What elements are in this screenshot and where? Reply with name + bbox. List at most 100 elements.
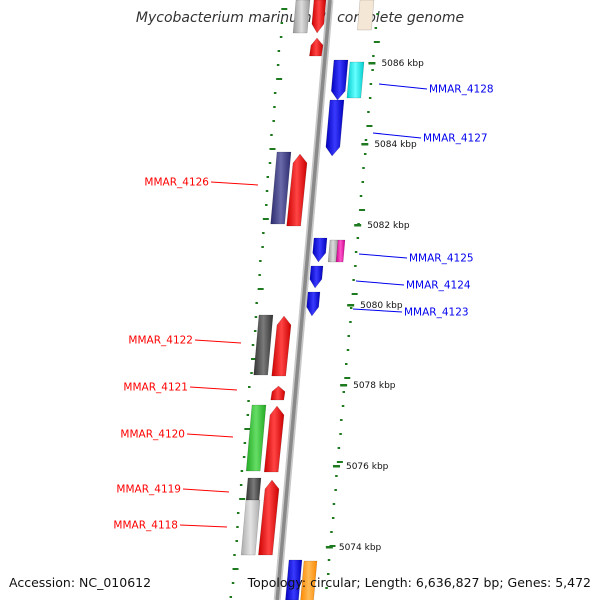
- gene-arrow-red-reverse: [311, 0, 327, 34]
- gc-dot: [247, 400, 250, 402]
- gene-block-light-4118: [240, 499, 261, 556]
- kbp-ticks: 5086 kbp 5084 kbp 5082 kbp 5080 kbp 5078 kbp…: [325, 59, 424, 553]
- gene-label[interactable]: MMAR_4123: [404, 307, 469, 319]
- kbp-tick-mark: [347, 304, 355, 307]
- gene-label[interactable]: MMAR_4126: [144, 177, 209, 189]
- gene-arrow-blue-4124: [309, 265, 324, 289]
- gene-label[interactable]: MMAR_4121: [123, 382, 188, 394]
- gc-dot: [273, 92, 277, 94]
- gc-dot: [349, 307, 353, 309]
- gc-dot: [272, 120, 275, 122]
- gc-dot: [276, 78, 283, 80]
- gene-block-cyan: [346, 61, 365, 99]
- kbp-tick-label: 5078 kbp: [353, 381, 396, 391]
- gc-dot: [250, 372, 253, 374]
- accession-text: Accession: NC_010612: [9, 575, 152, 590]
- gene-label-leader: [182, 488, 230, 493]
- gc-dot: [248, 386, 251, 388]
- gene-arrow-red-4126: [286, 153, 308, 227]
- gene-label[interactable]: MMAR_4128: [429, 84, 494, 96]
- gc-dot: [281, 8, 288, 10]
- gene-label-leader: [189, 386, 238, 391]
- gc-dot: [246, 414, 250, 416]
- gc-dot: [236, 512, 240, 514]
- gc-dot: [336, 461, 343, 463]
- gc-dot: [351, 293, 358, 295]
- gc-dot: [257, 288, 264, 290]
- gene-label-leader: [358, 253, 408, 259]
- gene-arrow-red-4120: [263, 405, 285, 473]
- gene-block-blue-bottom: [285, 559, 303, 600]
- gene-labels: MMAR_4126 MMAR_4122 MMAR_4121 MMAR_4120 MMAR…: [113, 84, 493, 532]
- gc-dot: [258, 274, 261, 276]
- kbp-tick-label: 5082 kbp: [367, 221, 410, 231]
- gc-dot: [255, 302, 258, 304]
- gene-arrow-blue-4128: [331, 59, 349, 101]
- kbp-tick-label: 5080 kbp: [360, 301, 403, 311]
- gc-dot: [265, 190, 269, 192]
- gc-dot: [259, 260, 262, 262]
- gene-label-leader: [210, 181, 259, 186]
- gc-dot: [240, 470, 244, 472]
- kbp-tick-label: 5074 kbp: [339, 543, 382, 553]
- gc-dot: [261, 246, 264, 248]
- gc-dot: [232, 568, 239, 570]
- gc-dot: [231, 582, 235, 584]
- gc-dot: [364, 139, 368, 141]
- gc-dot: [331, 517, 335, 519]
- gc-dot: [242, 456, 246, 458]
- gene-block-green-4120: [245, 404, 267, 472]
- gc-dot: [268, 162, 272, 164]
- gene-label-leader: [194, 339, 242, 344]
- gc-dot: [254, 316, 258, 318]
- gc-dot: [344, 363, 348, 365]
- gc-dot: [337, 447, 341, 449]
- gc-dot: [332, 503, 336, 505]
- gc-dot: [334, 489, 337, 491]
- gc-dot: [376, 13, 379, 15]
- gc-dot: [251, 344, 255, 346]
- gc-dot: [367, 111, 370, 113]
- gene-label[interactable]: MMAR_4118: [113, 520, 178, 532]
- topology-text: Topology: circular; Length: 6,636,827 bp…: [247, 575, 591, 590]
- gc-dot: [250, 358, 257, 360]
- gene-label[interactable]: MMAR_4125: [409, 253, 474, 265]
- gc-dot: [359, 195, 363, 197]
- gene-label[interactable]: MMAR_4120: [120, 429, 185, 441]
- kbp-tick-mark: [325, 546, 333, 549]
- kbp-tick-mark: [354, 224, 362, 227]
- gc-dot: [243, 442, 247, 444]
- gc-dot: [279, 36, 283, 38]
- gc-dot: [373, 41, 380, 43]
- gc-dot: [262, 232, 265, 234]
- gc-dot: [269, 148, 276, 150]
- gene-label[interactable]: MMAR_4122: [128, 335, 193, 347]
- gc-dot: [335, 475, 338, 477]
- gene-arrow-blue-4123: [306, 291, 321, 317]
- gc-dot: [368, 97, 372, 99]
- gc-dot: [277, 50, 281, 52]
- gene-label-leader: [186, 433, 234, 438]
- gc-dot: [352, 279, 355, 281]
- gene-label[interactable]: MMAR_4127: [423, 133, 488, 145]
- gc-dot: [265, 204, 268, 206]
- gc-dot: [262, 218, 269, 220]
- gc-dot: [339, 433, 342, 435]
- gene-label[interactable]: MMAR_4119: [116, 484, 181, 496]
- gc-dot: [359, 209, 366, 211]
- gc-dot: [235, 540, 238, 542]
- gene-label[interactable]: MMAR_4124: [406, 280, 471, 292]
- gene-block-dark-4119: [245, 477, 262, 501]
- gc-dot: [327, 573, 330, 575]
- gc-dot: [362, 167, 365, 169]
- kbp-tick-mark: [332, 465, 340, 468]
- gene-block-grey: [292, 0, 311, 34]
- gc-dot: [349, 321, 352, 323]
- gene-block-dark-4122: [253, 314, 274, 376]
- gc-skew-dots: [229, 8, 380, 598]
- kbp-tick-mark: [361, 143, 369, 146]
- gc-dot: [341, 405, 345, 407]
- gc-dot: [356, 237, 360, 239]
